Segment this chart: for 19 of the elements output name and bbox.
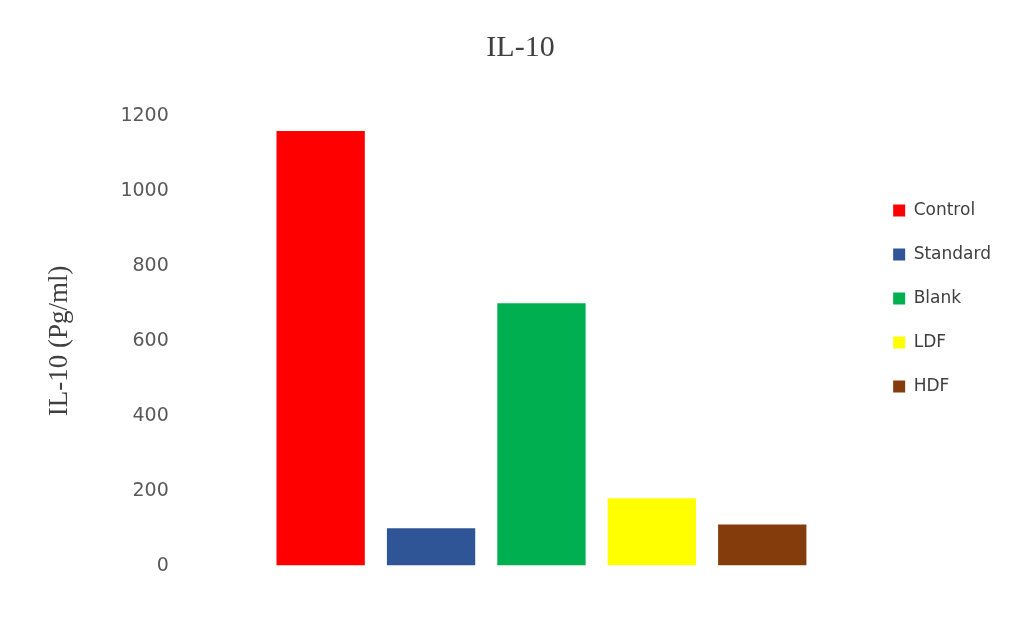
legend-label: HDF [913, 374, 950, 395]
y-tick-label: 200 [132, 477, 169, 500]
y-tick-label: 1000 [120, 177, 169, 200]
legend-label: LDF [913, 330, 947, 351]
legend-label: Standard [913, 242, 992, 263]
bar [607, 498, 697, 566]
bar [718, 524, 807, 566]
y-tick-label: 800 [132, 252, 169, 275]
legend-label: Blank [913, 286, 962, 307]
bar [276, 130, 365, 566]
legend-label: Control [913, 198, 976, 219]
y-tick-label: 1200 [120, 102, 169, 125]
bar [497, 303, 586, 566]
y-tick-label: 0 [156, 552, 169, 575]
y-axis-title: IL-10 (Pg/ml) [43, 265, 74, 417]
bar [386, 528, 476, 566]
chart-title: IL-10 [486, 28, 555, 62]
y-tick-label: 600 [132, 327, 169, 350]
y-tick-label: 400 [132, 402, 169, 425]
